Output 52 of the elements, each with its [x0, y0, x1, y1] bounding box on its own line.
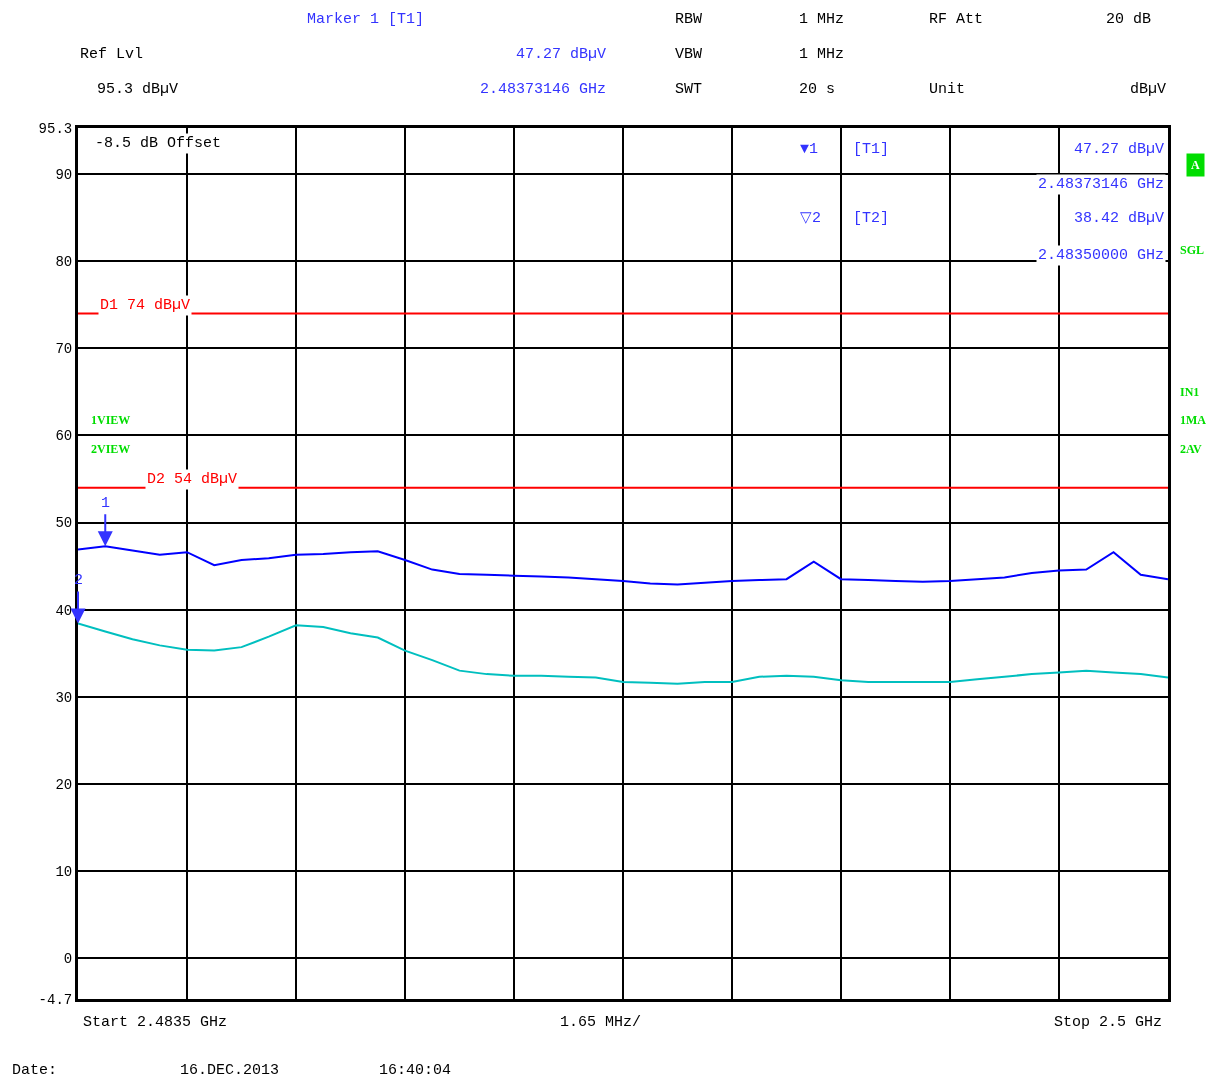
y-tick-label: 95.3 [38, 120, 73, 137]
y-tick-label: 20 [55, 776, 73, 793]
y-tick-label: 80 [55, 254, 73, 271]
ref-line-label: D2 54 dBµV [147, 471, 238, 488]
y-tick-label: 30 [55, 689, 73, 706]
text: 2.48373146 GHz [480, 81, 607, 98]
text: SGL [1180, 243, 1205, 257]
text: RF Att [929, 11, 984, 28]
text: 20 s [799, 81, 836, 98]
text: Stop 2.5 GHz [1054, 1014, 1163, 1031]
annotation: 1VIEW [91, 413, 131, 427]
y-tick-label: 60 [55, 428, 73, 445]
text: Unit [929, 81, 966, 98]
y-tick-label: 50 [55, 515, 73, 532]
annotation: 1 [101, 495, 111, 512]
annotation: 38.42 dBµV [1074, 210, 1165, 227]
annotation: ▼1 [800, 141, 819, 158]
y-tick-label: 40 [55, 602, 73, 619]
annotation: 2.48373146 GHz [1038, 176, 1165, 193]
annotation: ▽2 [800, 210, 822, 227]
text: Date: [12, 1062, 58, 1078]
text: 20 dB [1106, 11, 1152, 28]
text: 2AV [1180, 442, 1203, 456]
text: 95.3 dBµV [97, 81, 179, 98]
y-tick-label: -4.7 [38, 991, 73, 1008]
text: A [1191, 158, 1200, 172]
text: 1 MHz [799, 46, 845, 63]
text: Start 2.4835 GHz [83, 1014, 228, 1031]
annotation: -8.5 dB Offset [95, 135, 222, 152]
text: Marker 1 [T1] [307, 11, 425, 28]
annotation: [T1] [853, 141, 890, 158]
text: 1.65 MHz/ [560, 1014, 642, 1031]
y-tick-label: 90 [55, 167, 73, 184]
annotation: [T2] [853, 210, 890, 227]
text: 47.27 dBµV [516, 46, 607, 63]
annotation: 47.27 dBµV [1074, 141, 1165, 158]
text: IN1 [1180, 385, 1200, 399]
y-tick-label: 70 [55, 341, 73, 358]
text: VBW [675, 46, 703, 63]
annotation: 2.48350000 GHz [1038, 247, 1165, 264]
text: 16:40:04 [379, 1062, 452, 1078]
y-tick-label: 0 [63, 950, 73, 967]
annotation: 2VIEW [91, 442, 131, 456]
text: 1MA [1180, 413, 1207, 427]
text: dBµV [1130, 81, 1167, 98]
text: RBW [675, 11, 703, 28]
text: 16.DEC.2013 [180, 1062, 280, 1078]
text: 1 MHz [799, 11, 845, 28]
text: Ref Lvl [80, 46, 144, 63]
text: SWT [675, 81, 703, 98]
y-tick-label: 10 [55, 863, 73, 880]
ref-line-label: D1 74 dBµV [100, 297, 191, 314]
